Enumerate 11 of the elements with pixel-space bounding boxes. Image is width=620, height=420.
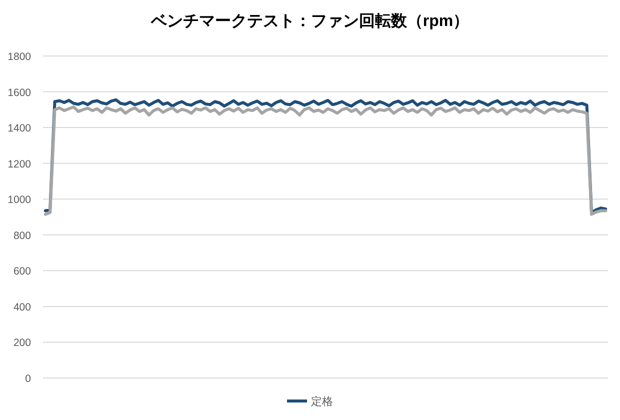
y-tick: 800 <box>13 230 31 242</box>
title: ベンチマークテスト：ファン回転数（rpm） <box>150 13 470 30</box>
y-tick: 600 <box>13 266 31 278</box>
y-tick: 1400 <box>8 122 31 135</box>
y-tick: 1200 <box>8 158 31 170</box>
y-tick: 1000 <box>8 194 31 206</box>
y-tick: 1800 <box>8 51 31 63</box>
y-tick: 0 <box>25 373 31 385</box>
y-tick: 1600 <box>8 86 31 99</box>
y-tick: 400 <box>13 301 31 314</box>
y-tick: 200 <box>13 337 31 350</box>
